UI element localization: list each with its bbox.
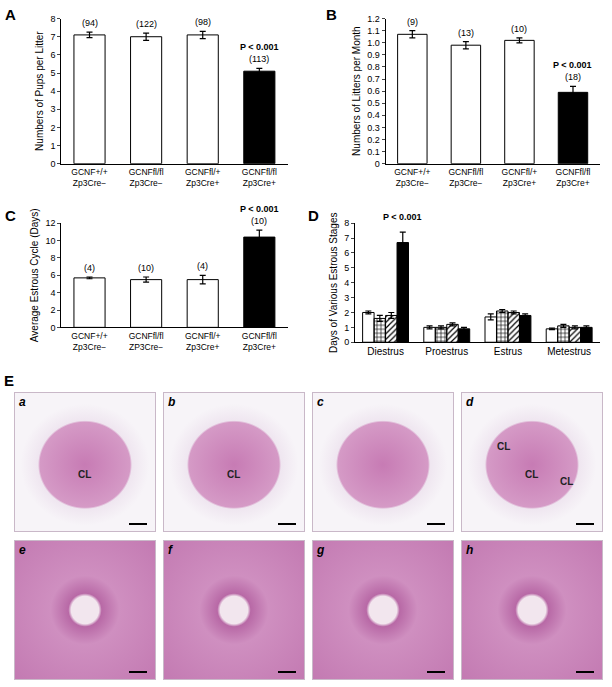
svg-text:B: B xyxy=(326,6,337,23)
svg-text:Numbers of Pups per Litter: Numbers of Pups per Litter xyxy=(34,31,45,151)
svg-text:1: 1 xyxy=(344,323,349,333)
svg-text:12: 12 xyxy=(45,218,55,228)
svg-text:3: 3 xyxy=(344,293,349,303)
svg-text:D: D xyxy=(308,207,319,224)
svg-text:0: 0 xyxy=(344,337,349,347)
html-text:E: E xyxy=(4,372,14,389)
svg-text:Average Estrous Cycle (Days): Average Estrous Cycle (Days) xyxy=(29,208,40,342)
svg-text:P < 0.001: P < 0.001 xyxy=(383,212,422,222)
svg-text:A: A xyxy=(5,6,16,23)
html-text:c: c xyxy=(317,395,324,409)
svg-text:(18): (18) xyxy=(565,72,581,82)
svg-text:8: 8 xyxy=(50,14,55,24)
svg-text:0.9: 0.9 xyxy=(367,50,380,60)
svg-text:0.4: 0.4 xyxy=(367,110,380,120)
svg-text:1.1: 1.1 xyxy=(367,26,380,36)
svg-text:Diestrus: Diestrus xyxy=(367,346,404,357)
svg-text:Estrus: Estrus xyxy=(494,346,522,357)
svg-text:1.0: 1.0 xyxy=(367,38,380,48)
html-text:CL: CL xyxy=(497,441,511,453)
svg-text:P < 0.001: P < 0.001 xyxy=(240,204,279,214)
svg-text:2: 2 xyxy=(50,123,55,133)
svg-text:Metestrus: Metestrus xyxy=(547,346,591,357)
svg-text:GCNFfl/flZP3Cre−: GCNFfl/flZP3Cre− xyxy=(129,331,164,352)
svg-text:GCNF+/+Zp3Cre−: GCNF+/+Zp3Cre− xyxy=(71,331,107,352)
svg-text:0.3: 0.3 xyxy=(367,123,380,133)
svg-text:GCNFfl/flZp3Cre−: GCNFfl/flZp3Cre− xyxy=(129,167,164,188)
svg-text:0: 0 xyxy=(50,323,55,333)
svg-text:6: 6 xyxy=(50,270,55,280)
svg-text:(13): (13) xyxy=(458,28,474,38)
svg-text:GCNFfl/flZp3Cre+: GCNFfl/flZp3Cre+ xyxy=(556,167,591,188)
html-text:a: a xyxy=(19,395,26,409)
svg-text:(10): (10) xyxy=(511,24,527,34)
svg-text:(113): (113) xyxy=(249,54,269,64)
svg-text:0.5: 0.5 xyxy=(367,98,380,108)
svg-text:(94): (94) xyxy=(82,18,98,28)
svg-text:0.8: 0.8 xyxy=(367,62,380,72)
html-text:e: e xyxy=(19,543,26,557)
svg-text:3: 3 xyxy=(50,104,55,114)
svg-text:(4): (4) xyxy=(197,261,208,271)
html-text:CL: CL xyxy=(560,475,574,487)
html-text:f: f xyxy=(168,543,172,557)
svg-text:0: 0 xyxy=(50,159,55,169)
html-text:d: d xyxy=(466,395,474,409)
html-text:b: b xyxy=(168,395,176,409)
svg-text:2: 2 xyxy=(50,305,55,315)
svg-text:6: 6 xyxy=(50,50,55,60)
svg-text:GCNFfl/flZp3Cre+: GCNFfl/flZp3Cre+ xyxy=(242,331,277,352)
html-text:h: h xyxy=(466,543,474,557)
svg-text:4: 4 xyxy=(344,278,349,288)
svg-text:Numbers of Litters per Month: Numbers of Litters per Month xyxy=(351,26,362,156)
svg-text:GCNFfl/+Zp3Cre+: GCNFfl/+Zp3Cre+ xyxy=(185,167,221,188)
svg-text:1.2: 1.2 xyxy=(367,14,380,24)
svg-text:GCNFfl/flZp3Cre+: GCNFfl/flZp3Cre+ xyxy=(242,167,277,188)
svg-text:P < 0.001: P < 0.001 xyxy=(553,60,592,70)
svg-text:GCNFfl/+Zp3Cre+: GCNFfl/+Zp3Cre+ xyxy=(502,167,538,188)
svg-text:1: 1 xyxy=(50,141,55,151)
svg-text:7: 7 xyxy=(50,32,55,42)
svg-text:0.6: 0.6 xyxy=(367,86,380,96)
svg-text:C: C xyxy=(5,207,16,224)
svg-text:(4): (4) xyxy=(84,263,95,273)
svg-text:6: 6 xyxy=(344,248,349,258)
svg-text:(98): (98) xyxy=(195,17,211,27)
svg-text:8: 8 xyxy=(344,218,349,228)
svg-text:GCNFfl/+Zp3Cre+: GCNFfl/+Zp3Cre+ xyxy=(185,331,221,352)
svg-text:8: 8 xyxy=(50,253,55,263)
svg-text:0: 0 xyxy=(375,159,380,169)
svg-text:0.7: 0.7 xyxy=(367,74,380,84)
svg-text:0.2: 0.2 xyxy=(367,135,380,145)
svg-text:4: 4 xyxy=(50,288,55,298)
svg-text:(122): (122) xyxy=(136,19,157,29)
svg-text:(10): (10) xyxy=(251,216,267,226)
html-text:CL: CL xyxy=(78,468,92,480)
svg-text:(9): (9) xyxy=(407,17,418,27)
svg-text:GCNF+/+Zp3Cre−: GCNF+/+Zp3Cre− xyxy=(394,167,430,188)
svg-text:P < 0.001: P < 0.001 xyxy=(240,42,279,52)
html-text:g: g xyxy=(317,543,325,557)
svg-text:5: 5 xyxy=(344,263,349,273)
svg-text:GCNFfl/flZp3Cre−: GCNFfl/flZp3Cre− xyxy=(448,167,483,188)
svg-text:GCNF+/+Zp3Cre−: GCNF+/+Zp3Cre− xyxy=(71,167,107,188)
svg-text:0.1: 0.1 xyxy=(367,147,380,157)
html-text:CL: CL xyxy=(227,468,241,480)
html-text:CL: CL xyxy=(525,468,539,480)
svg-text:10: 10 xyxy=(45,236,55,246)
svg-text:Days of Various Estrous Stages: Days of Various Estrous Stages xyxy=(328,213,339,353)
svg-text:Proestrus: Proestrus xyxy=(425,346,468,357)
svg-text:(10): (10) xyxy=(138,263,154,273)
svg-text:2: 2 xyxy=(344,308,349,318)
svg-text:7: 7 xyxy=(344,233,349,243)
svg-text:4: 4 xyxy=(50,86,55,96)
svg-text:5: 5 xyxy=(50,68,55,78)
